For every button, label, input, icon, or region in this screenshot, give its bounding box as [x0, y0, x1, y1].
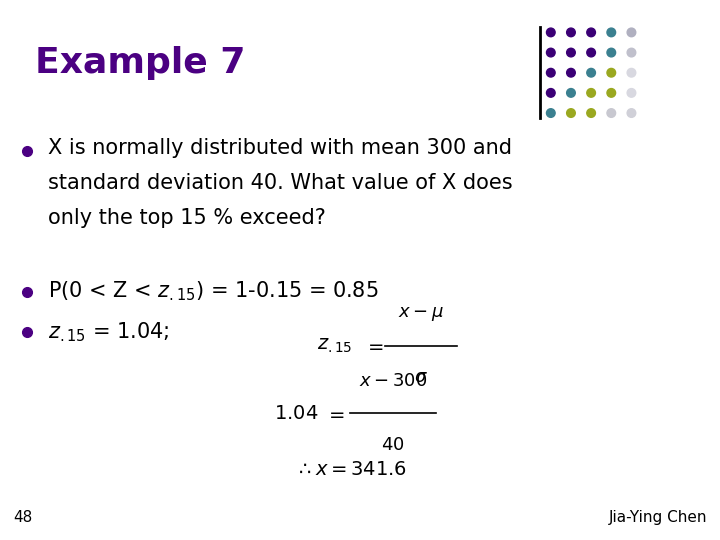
- Ellipse shape: [567, 69, 575, 77]
- Text: X is normally distributed with mean 300 and: X is normally distributed with mean 300 …: [48, 138, 511, 158]
- Ellipse shape: [607, 89, 616, 97]
- Text: $=$: $=$: [364, 336, 384, 355]
- Ellipse shape: [607, 109, 616, 117]
- Ellipse shape: [546, 48, 555, 57]
- Text: $\therefore x = 341.6$: $\therefore x = 341.6$: [295, 460, 408, 480]
- Text: standard deviation 40. What value of X does: standard deviation 40. What value of X d…: [48, 173, 512, 193]
- Text: $x - 300$: $x - 300$: [359, 373, 427, 390]
- Ellipse shape: [627, 69, 636, 77]
- Text: $z_{.15}$ = 1.04;: $z_{.15}$ = 1.04;: [48, 320, 169, 344]
- Ellipse shape: [627, 48, 636, 57]
- Ellipse shape: [587, 89, 595, 97]
- Ellipse shape: [627, 89, 636, 97]
- Ellipse shape: [567, 48, 575, 57]
- Text: $z_{.15}$: $z_{.15}$: [317, 336, 352, 355]
- Text: only the top 15 % exceed?: only the top 15 % exceed?: [48, 208, 325, 228]
- Ellipse shape: [587, 48, 595, 57]
- Ellipse shape: [567, 28, 575, 37]
- Ellipse shape: [567, 89, 575, 97]
- Ellipse shape: [546, 89, 555, 97]
- Text: $40$: $40$: [382, 436, 405, 454]
- Text: Example 7: Example 7: [35, 46, 245, 80]
- Text: $=$: $=$: [325, 403, 346, 423]
- Ellipse shape: [627, 109, 636, 117]
- Ellipse shape: [546, 109, 555, 117]
- Text: 48: 48: [13, 510, 32, 525]
- Text: Jia-Ying Chen: Jia-Ying Chen: [608, 510, 707, 525]
- Ellipse shape: [546, 69, 555, 77]
- Text: $x - \mu$: $x - \mu$: [398, 305, 444, 323]
- Ellipse shape: [607, 48, 616, 57]
- Ellipse shape: [587, 109, 595, 117]
- Ellipse shape: [546, 28, 555, 37]
- Ellipse shape: [587, 28, 595, 37]
- Text: P(0 < Z < $z_{.15}$) = 1-0.15 = 0.85: P(0 < Z < $z_{.15}$) = 1-0.15 = 0.85: [48, 280, 378, 303]
- Ellipse shape: [607, 69, 616, 77]
- Text: $1.04$: $1.04$: [274, 403, 318, 423]
- Ellipse shape: [587, 69, 595, 77]
- Ellipse shape: [607, 28, 616, 37]
- Text: $\sigma$: $\sigma$: [414, 368, 428, 386]
- Ellipse shape: [567, 109, 575, 117]
- Ellipse shape: [627, 28, 636, 37]
